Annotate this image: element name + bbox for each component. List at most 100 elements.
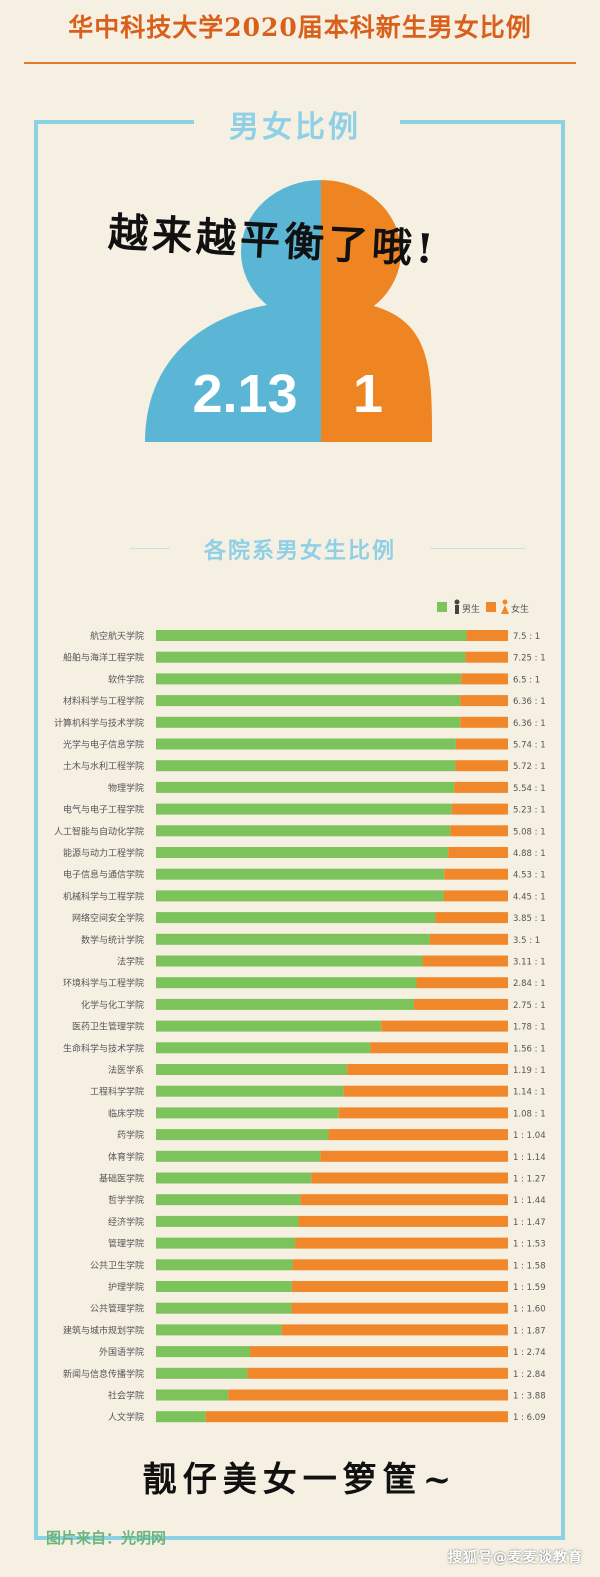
bar-male [156,933,430,945]
bar-male [156,1411,206,1423]
bar-male [156,1389,229,1401]
bar-male [156,803,452,815]
ratio-label: 1 : 1.60 [513,1305,546,1315]
category-label: 生命科学与技术学院 [63,1042,144,1054]
category-label: 物理学院 [108,782,144,794]
bar-female [281,1324,508,1336]
female-person-icon [502,599,508,605]
bar-male [156,1215,299,1227]
ratio-label: 1.78 : 1 [513,1023,546,1033]
ratio-label: 5.74 : 1 [513,741,546,751]
content-frame [34,120,565,1540]
ratio-label: 1 : 1.87 [513,1326,546,1336]
ratio-label: 4.88 : 1 [513,849,546,859]
category-label: 电气与电子工程学院 [63,804,144,816]
category-label: 数学与统计学院 [81,934,144,946]
bar-male [156,977,417,989]
ratio-label: 7.25 : 1 [513,654,546,664]
main-title: 华中科技大学2020届本科新生男女比例 [68,13,532,42]
male-person-icon-body [455,605,459,614]
bar-female [435,912,508,924]
bar-female [429,933,508,945]
category-label: 人文学院 [108,1411,144,1423]
legend-female-label: 女生 [511,603,529,615]
category-label: 法医学系 [108,1064,144,1076]
male-silhouette [145,180,321,442]
frame-top-right [400,120,565,124]
bar-female [298,1215,508,1227]
category-label: 光学与电子信息学院 [63,739,144,751]
male-person-icon [454,599,460,605]
category-label: 环境科学与工程学院 [63,977,144,989]
category-label: 社会学院 [108,1390,144,1402]
legend-male-label: 男生 [462,603,480,615]
category-label: 基础医学院 [99,1173,144,1185]
overall-ratio-figure: 2.13 1 [145,180,432,442]
bar-female [465,651,508,663]
ratio-label: 1 : 2.84 [513,1370,546,1380]
category-label: 能源与动力工程学院 [63,847,144,859]
bar-male [156,825,451,837]
bar-female [461,673,508,685]
subtitle-rule-right [430,548,525,549]
category-label: 化学与化工学院 [81,999,144,1011]
bar-male [156,630,467,641]
bar-male [156,781,455,793]
bar-male [156,760,456,772]
bar-female [422,955,508,967]
bar-female [347,1064,508,1075]
ratio-label: 5.54 : 1 [513,784,546,794]
bar-female [249,1346,508,1358]
bar-male [156,716,461,728]
overall-male-value: 2.13 [192,364,297,424]
bar-female [320,1150,508,1162]
ratio-label: 7.5 : 1 [513,632,540,642]
legend-female-swatch [486,602,496,612]
bar-female [343,1085,508,1097]
bar-male [156,1150,321,1162]
bar-female [228,1389,508,1401]
bar-male [156,912,436,924]
ratio-label: 5.23 : 1 [513,806,546,816]
ratio-label: 3.11 : 1 [513,958,546,968]
bar-female [454,781,508,793]
bar-male [156,1281,292,1292]
ratio-label: 1.14 : 1 [513,1088,546,1098]
ratio-label: 3.85 : 1 [513,914,546,924]
bar-female [460,716,508,728]
category-label: 建筑与城市规划学院 [63,1324,144,1336]
bar-female [292,1259,508,1271]
ratio-label: 6.36 : 1 [513,719,546,729]
bar-female [291,1281,508,1292]
image-source: 图片来自：光明网 [46,1529,167,1547]
category-label: 电子信息与通信学院 [63,869,144,881]
bar-male [156,651,466,663]
female-silhouette [321,180,432,442]
ratio-label: 5.08 : 1 [513,827,546,837]
ratio-label: 1.56 : 1 [513,1044,546,1054]
ratio-label: 1 : 2.74 [513,1348,546,1358]
category-label: 管理学院 [108,1238,144,1250]
ratio-label: 2.75 : 1 [513,1001,546,1011]
ratio-label: 1.08 : 1 [513,1109,546,1119]
ratio-label: 1 : 1.14 [513,1153,546,1163]
frame-top-left [34,120,194,124]
bar-female [338,1107,508,1119]
bar-male [156,1237,296,1249]
ratio-label: 6.5 : 1 [513,675,540,685]
bar-male [156,868,445,880]
bar-female [295,1237,508,1249]
chart-subtitle: 各院系男女生比例 [203,539,396,564]
ratio-label: 1 : 1.27 [513,1175,546,1185]
bar-male [156,1172,312,1184]
bar-female [448,847,508,858]
ratio-label: 1.19 : 1 [513,1066,546,1076]
ratio-label: 4.45 : 1 [513,892,546,902]
category-label: 计算机科学与技术学院 [54,717,144,729]
bar-male [156,1346,250,1358]
bar-female [247,1367,508,1379]
footer-slogan: 靓仔美女一箩筐~ [142,1460,458,1500]
ratio-label: 1 : 1.59 [513,1283,546,1293]
bar-male [156,1020,382,1032]
